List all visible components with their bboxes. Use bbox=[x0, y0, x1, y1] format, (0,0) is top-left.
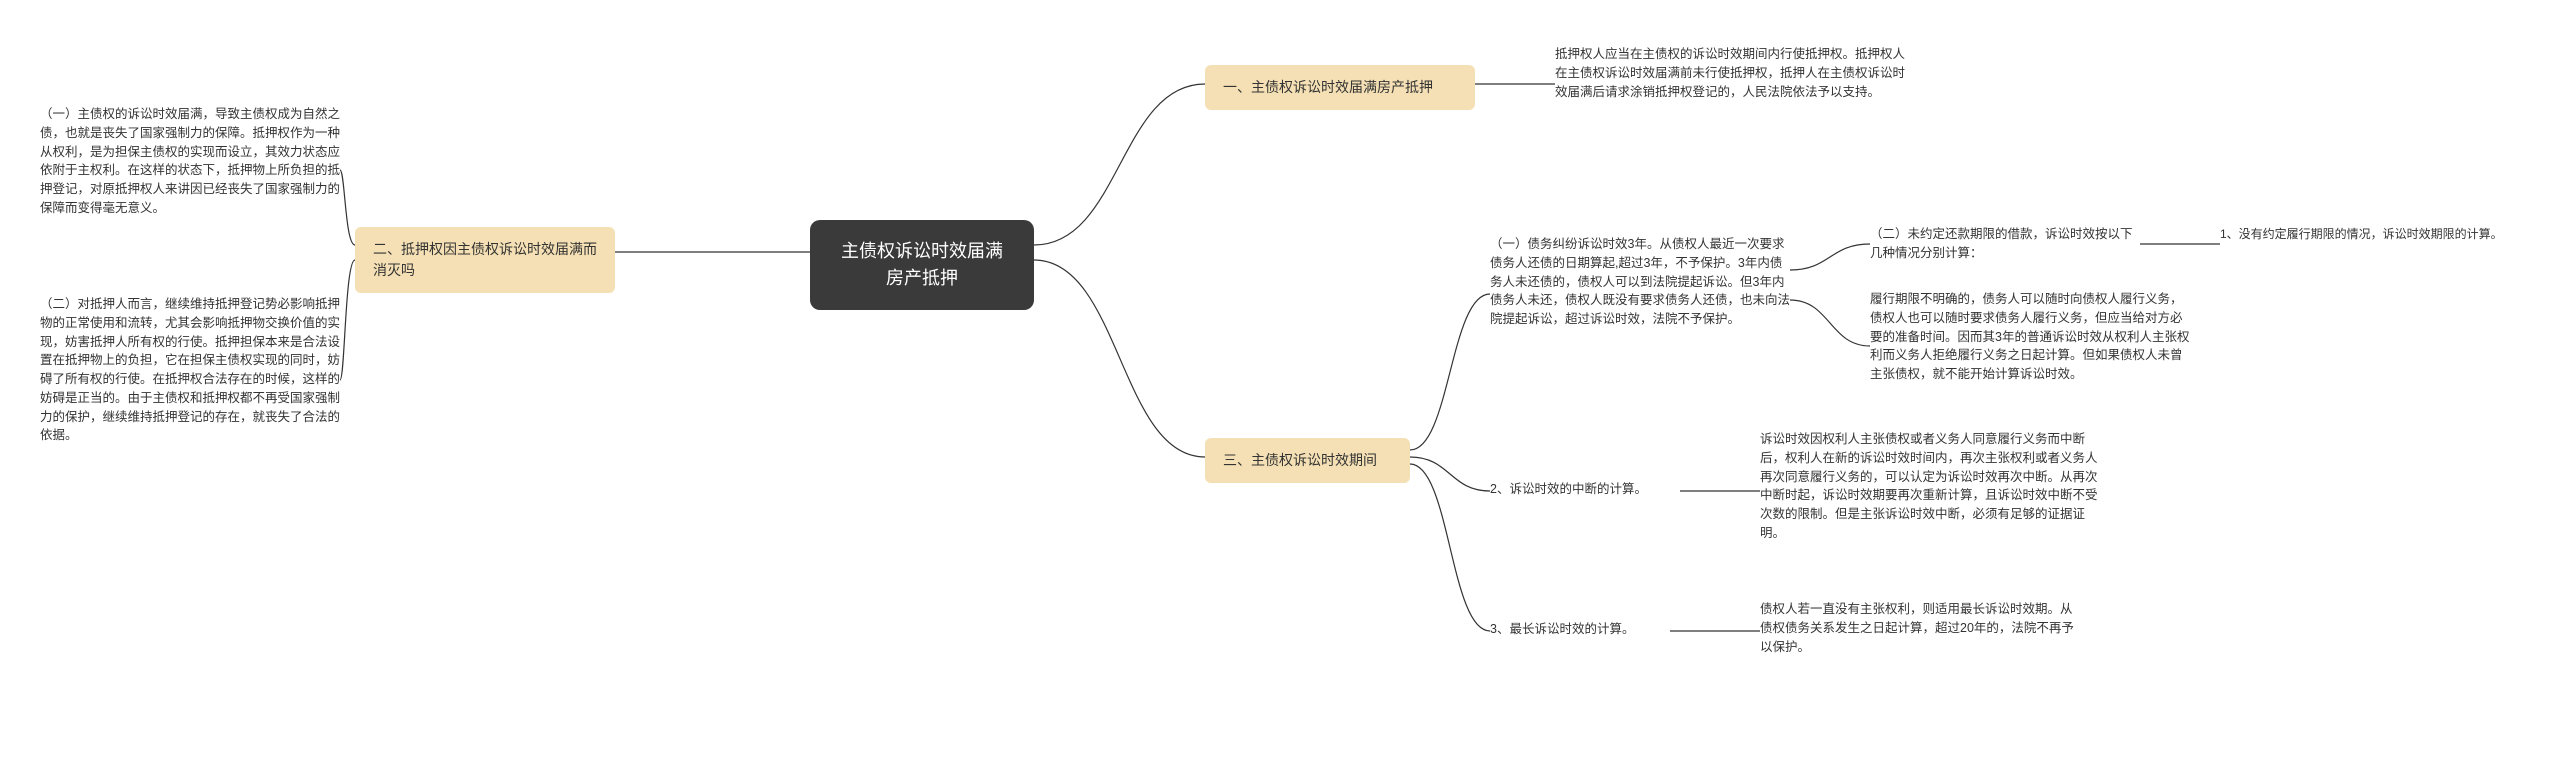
branch-2-item-1: （一）主债权的诉讼时效届满，导致主债权成为自然之债，也就是丧失了国家强制力的保障… bbox=[40, 105, 340, 218]
branch-2-item-2: （二）对抵押人而言，继续维持抵押登记势必影响抵押物的正常使用和流转，尤其会影响抵… bbox=[40, 295, 340, 445]
branch-3-item-1-child-1: （二）未约定还款期限的借款，诉讼时效按以下几种情况分别计算： bbox=[1870, 225, 2140, 263]
branch-3-item-1: （一）债务纠纷诉讼时效3年。从债权人最近一次要求债务人还债的日期算起,超过3年，… bbox=[1490, 235, 1790, 329]
branch-3-item-1-child-2: 履行期限不明确的，债务人可以随时向债权人履行义务，债权人也可以随时要求债务人履行… bbox=[1870, 290, 2190, 384]
branch-1[interactable]: 一、主债权诉讼时效届满房产抵押 bbox=[1205, 65, 1475, 110]
branch-1-detail: 抵押权人应当在主债权的诉讼时效期间内行使抵押权。抵押权人在主债权诉讼时效届满前未… bbox=[1555, 45, 1910, 101]
branch-1-label: 一、主债权诉讼时效届满房产抵押 bbox=[1223, 79, 1433, 95]
branch-3-item-2-detail: 诉讼时效因权利人主张债权或者义务人同意履行义务而中断后，权利人在新的诉讼时效时间… bbox=[1760, 430, 2100, 543]
branch-3-item-2: 2、诉讼时效的中断的计算。 bbox=[1490, 480, 1680, 499]
branch-3-label: 三、主债权诉讼时效期间 bbox=[1223, 452, 1377, 468]
branch-2[interactable]: 二、抵押权因主债权诉讼时效届满而消灭吗 bbox=[355, 227, 615, 293]
branch-3-item-3-detail: 债权人若一直没有主张权利，则适用最长诉讼时效期。从债权债务关系发生之日起计算，超… bbox=[1760, 600, 2080, 656]
branch-2-label: 二、抵押权因主债权诉讼时效届满而消灭吗 bbox=[373, 241, 597, 278]
root-text: 主债权诉讼时效届满房产抵押 bbox=[841, 241, 1003, 288]
branch-3-item-1-child-1-leaf: 1、没有约定履行期限的情况，诉讼时效期限的计算。 bbox=[2220, 225, 2520, 243]
branch-3-item-3: 3、最长诉讼时效的计算。 bbox=[1490, 620, 1670, 639]
root-node[interactable]: 主债权诉讼时效届满房产抵押 bbox=[810, 220, 1034, 310]
branch-3[interactable]: 三、主债权诉讼时效期间 bbox=[1205, 438, 1410, 483]
